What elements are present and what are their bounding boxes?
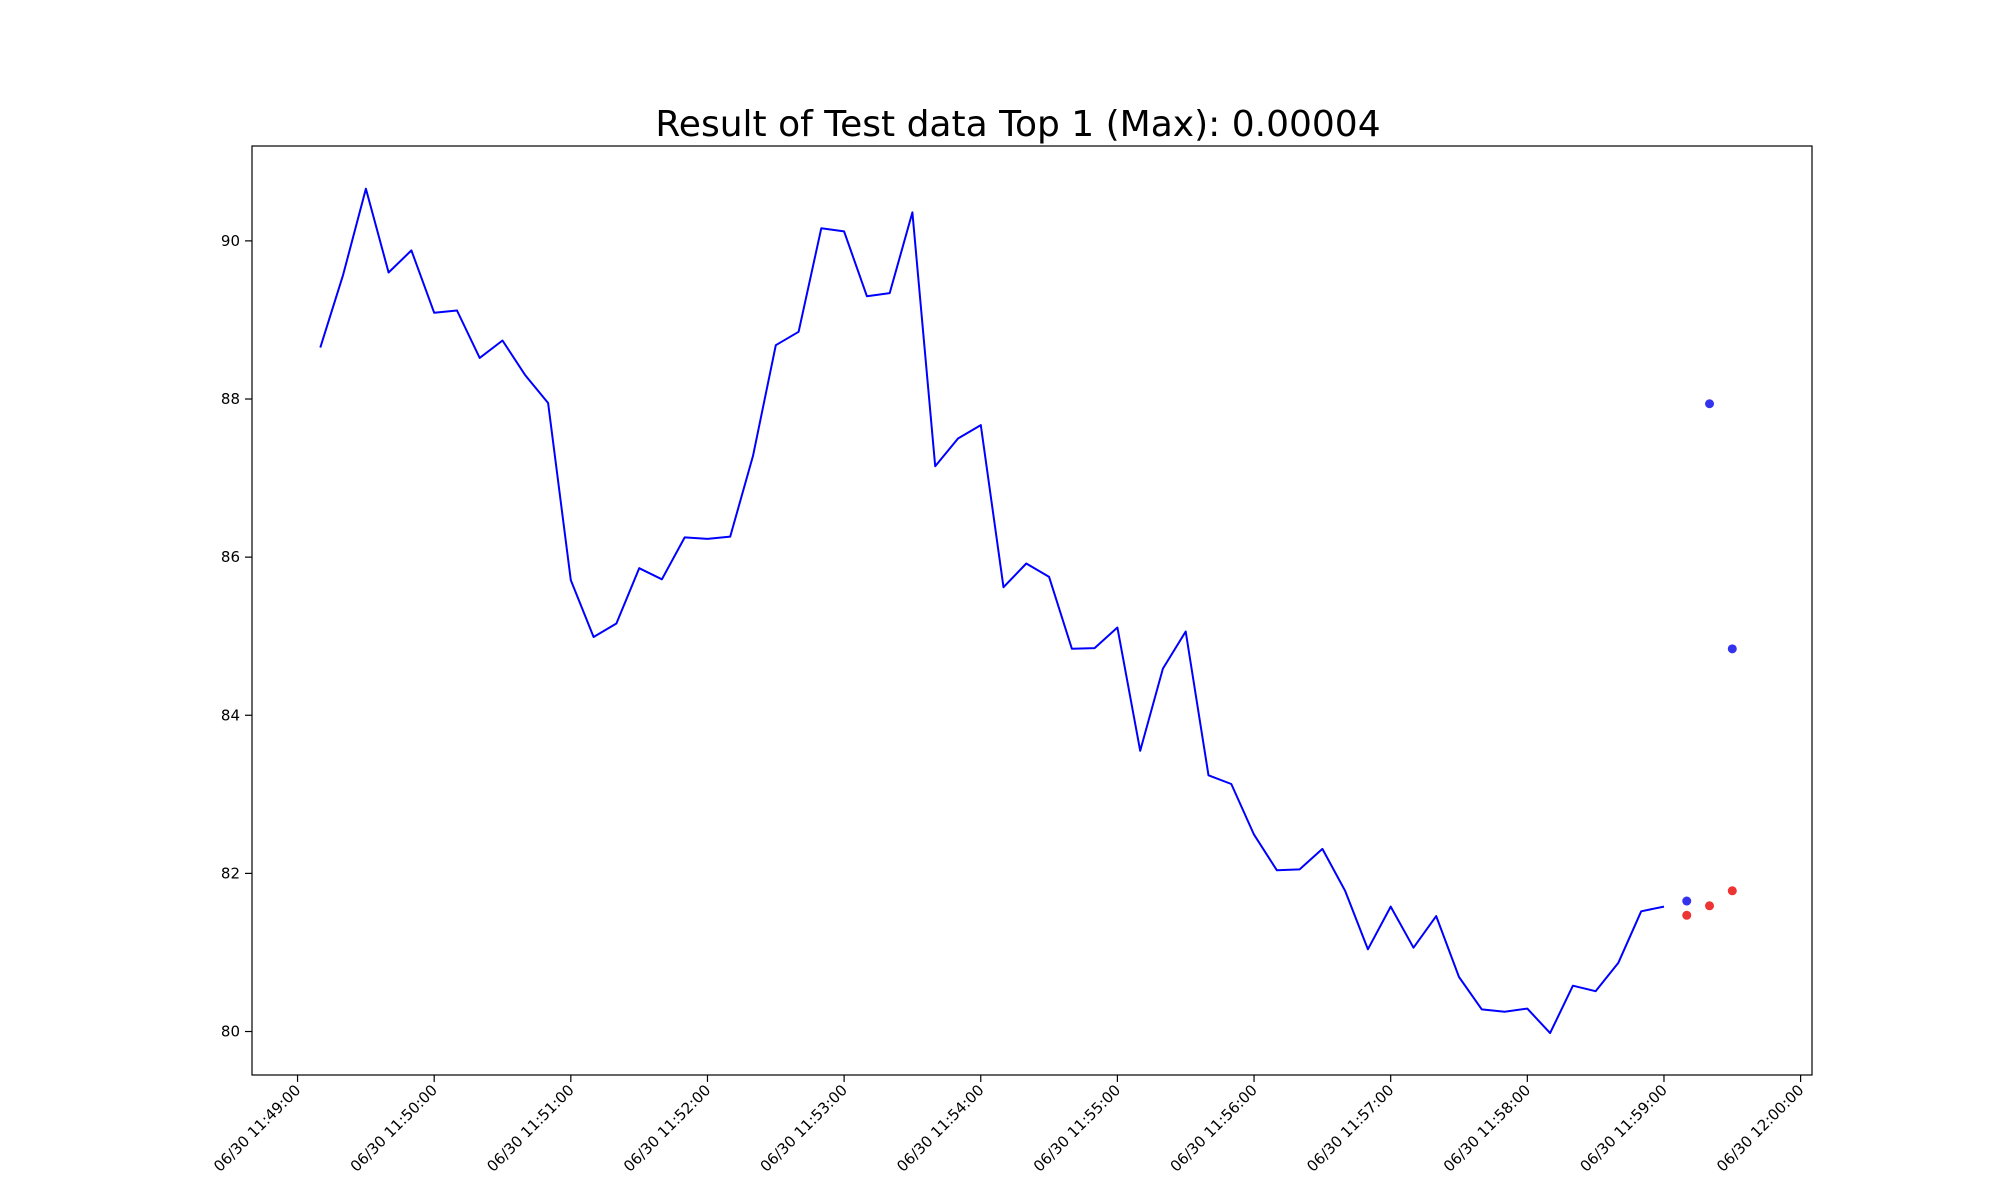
y-tick-label: 88	[221, 390, 240, 408]
chart-title: Result of Test data Top 1 (Max): 0.00004	[655, 104, 1380, 145]
scatter-point	[1682, 910, 1692, 920]
x-tick-label: 06/30 11:58:00	[1440, 1081, 1534, 1175]
series-line	[319, 187, 1665, 1035]
x-tick-label: 06/30 11:49:00	[210, 1081, 304, 1175]
series-layer	[319, 187, 1665, 1035]
plot-frame	[251, 145, 1813, 1076]
x-tick-label: 06/30 11:52:00	[620, 1081, 714, 1175]
scatter-point	[1682, 896, 1692, 906]
y-tick-label: 82	[221, 864, 240, 882]
scatter-point	[1727, 886, 1737, 896]
x-tick-label: 06/30 11:57:00	[1303, 1081, 1397, 1175]
x-tick-label: 06/30 12:00:00	[1713, 1081, 1807, 1175]
x-tick-label: 06/30 11:50:00	[347, 1081, 441, 1175]
y-tick-label: 86	[221, 548, 240, 566]
x-tick-label: 06/30 11:51:00	[483, 1081, 577, 1175]
scatter-point	[1727, 644, 1737, 654]
x-tick-label: 06/30 11:56:00	[1167, 1081, 1261, 1175]
x-tick-label: 06/30 11:54:00	[893, 1081, 987, 1175]
y-tick-label: 84	[221, 706, 240, 724]
scatter-point	[1705, 901, 1715, 911]
x-axis: 06/30 11:49:00 06/30 11:50:00 06/30 11:51:…	[210, 1075, 1807, 1175]
y-axis: 80 82 84 86 88 90	[221, 232, 252, 1041]
marker-layer	[1682, 399, 1737, 920]
x-tick-label: 06/30 11:59:00	[1576, 1081, 1670, 1175]
y-tick-label: 80	[221, 1023, 240, 1041]
x-tick-label: 06/30 11:55:00	[1030, 1081, 1124, 1175]
y-tick-label: 90	[221, 232, 240, 250]
x-tick-label: 06/30 11:53:00	[757, 1081, 851, 1175]
scatter-point	[1705, 399, 1715, 409]
